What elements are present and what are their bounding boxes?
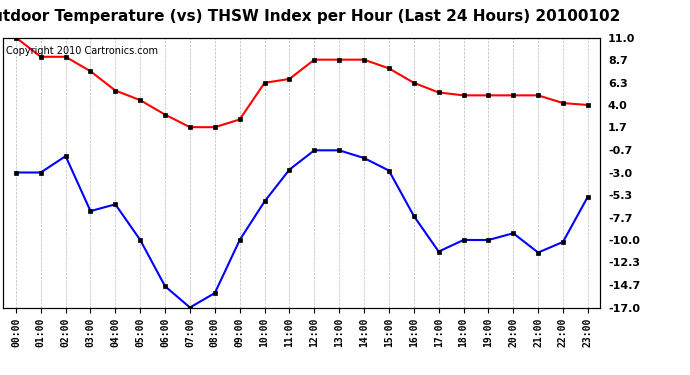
Text: Outdoor Temperature (vs) THSW Index per Hour (Last 24 Hours) 20100102: Outdoor Temperature (vs) THSW Index per … [0,9,621,24]
Text: Copyright 2010 Cartronics.com: Copyright 2010 Cartronics.com [6,46,159,56]
